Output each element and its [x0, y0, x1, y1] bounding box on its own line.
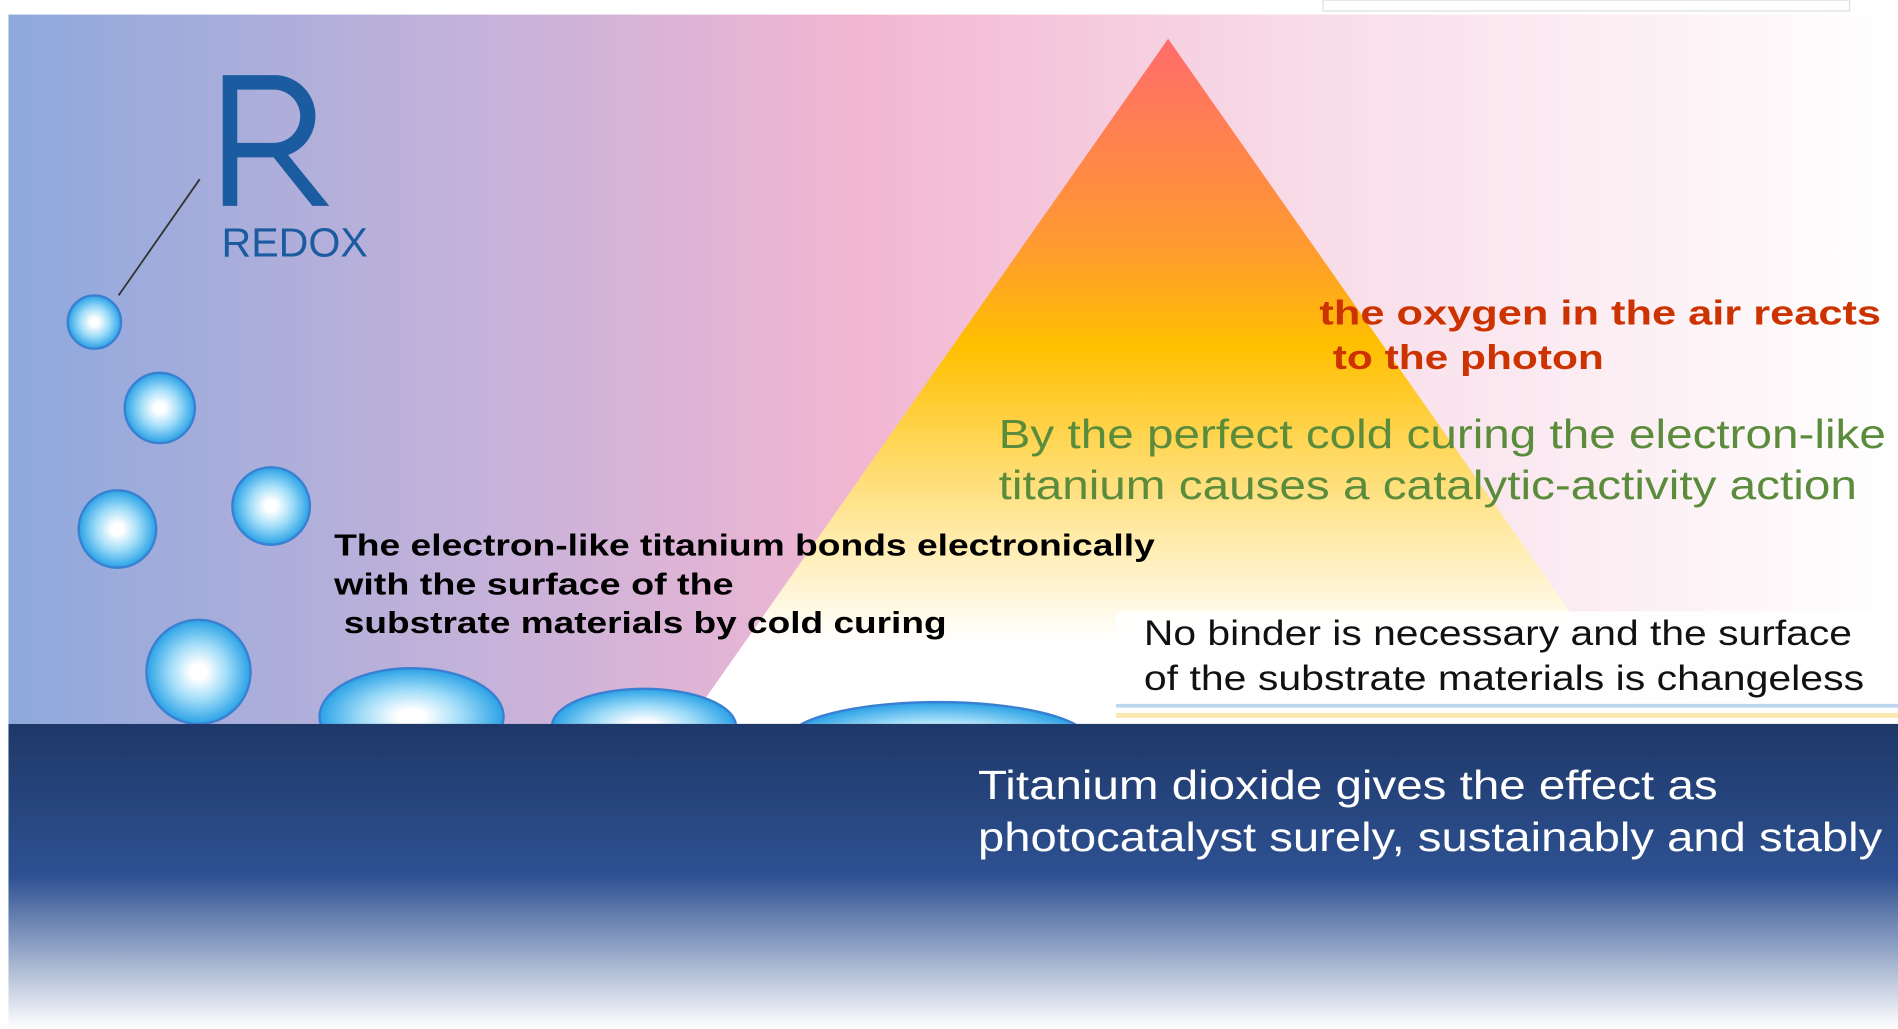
bonds-text: substrate materials by cold curing	[344, 607, 947, 640]
oxygen-text: the oxygen in the air reacts	[1319, 294, 1881, 332]
logo-text: REDOX	[222, 220, 368, 266]
particle	[68, 295, 121, 348]
particle	[232, 467, 309, 544]
particle	[146, 620, 250, 724]
binder-text: of the substrate materials is changeless	[1144, 659, 1864, 698]
particle	[125, 373, 195, 443]
page: REDOX The electron-like titanium bonds e…	[0, 0, 1898, 1029]
particle	[79, 490, 156, 567]
oxygen-text: to the photon	[1333, 339, 1604, 377]
illustration: REDOX The electron-like titanium bonds e…	[0, 0, 1898, 1029]
curing-text: By the perfect cold curing the electron-…	[999, 411, 1886, 457]
top-box	[1323, 0, 1850, 11]
curing-text: titanium causes a catalytic-activity act…	[999, 462, 1857, 508]
bonds-text: The electron-like titanium bonds electro…	[334, 530, 1155, 563]
binder-text: No binder is necessary and the surface	[1144, 614, 1852, 653]
effect-text: Titanium dioxide gives the effect as	[978, 762, 1718, 808]
bonds-text: with the surface of the	[333, 568, 734, 601]
effect-text: photocatalyst surely, sustainably and st…	[978, 814, 1883, 860]
